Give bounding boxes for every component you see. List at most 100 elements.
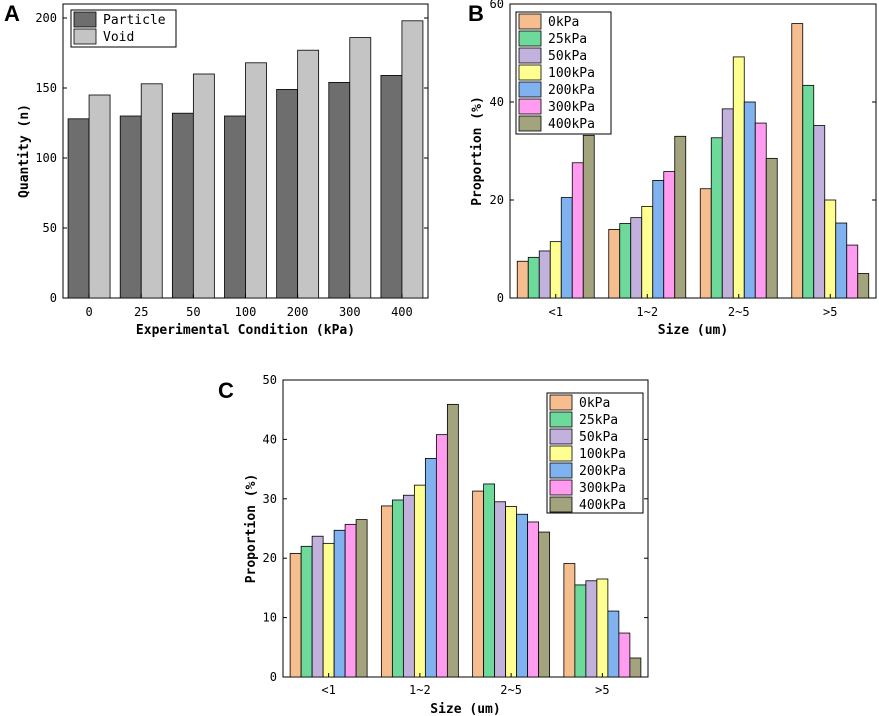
legend-label-void: Void xyxy=(103,30,134,45)
bar-300kpa-2 xyxy=(754,122,767,299)
bar-particle-3 xyxy=(224,115,246,299)
bar-50kpa-0 xyxy=(311,535,324,678)
bar-0kpa-0 xyxy=(289,553,302,678)
x-tick-label: 1~2 xyxy=(409,683,431,697)
bar-300kpa-3 xyxy=(846,244,859,299)
bar-200kpa-0 xyxy=(333,529,346,678)
x-tick-label: 2~5 xyxy=(728,305,750,319)
legend-swatch-200kpa xyxy=(518,81,542,98)
bar-0kpa-3 xyxy=(791,23,804,299)
bar-300kpa-1 xyxy=(663,171,676,299)
legend-swatch-25kpa xyxy=(518,30,542,47)
bar-400kpa-2 xyxy=(765,157,778,299)
x-tick-label: 100 xyxy=(235,305,257,319)
legend-label-25kpa: 25kPa xyxy=(579,413,618,428)
legend-swatch-0kpa xyxy=(518,13,542,30)
bar-void-5 xyxy=(349,37,372,299)
legend-box xyxy=(546,392,644,514)
bar-300kpa-0 xyxy=(571,162,584,299)
chart-c: 0 10 20 30 40 50 <1 1~2 2~5 >5 Size (um) Proportion… xyxy=(244,373,649,716)
x-tick-label: 300 xyxy=(339,305,361,319)
x-tick-label: <1 xyxy=(321,683,335,697)
legend-swatch-400kpa xyxy=(518,115,542,132)
y-tick-label: 150 xyxy=(35,81,57,95)
legend-swatch-100kpa xyxy=(518,64,542,81)
y-tick-label: 0 xyxy=(50,291,57,305)
bar-25kpa-2 xyxy=(483,483,496,678)
bar-200kpa-2 xyxy=(516,513,529,678)
x-axis-label: Experimental Condition (kPa) xyxy=(136,323,355,338)
bar-100kpa-1 xyxy=(641,205,654,299)
bar-0kpa-1 xyxy=(608,228,621,299)
bar-25kpa-1 xyxy=(619,223,632,299)
legend-label-0kpa: 0kPa xyxy=(548,15,579,30)
bar-100kpa-2 xyxy=(505,506,518,678)
bar-200kpa-1 xyxy=(424,458,437,678)
x-tick-label: 1~2 xyxy=(636,305,658,319)
bar-50kpa-3 xyxy=(585,580,598,678)
bar-25kpa-3 xyxy=(574,584,587,678)
bar-400kpa-3 xyxy=(629,657,642,678)
bar-void-0 xyxy=(88,94,111,299)
bar-100kpa-0 xyxy=(549,241,562,299)
x-tick-label: 25 xyxy=(134,305,148,319)
x-tick-label: >5 xyxy=(595,683,609,697)
legend-swatch-200kpa xyxy=(549,462,573,479)
bar-void-4 xyxy=(297,49,320,299)
legend-label-300kpa: 300kPa xyxy=(579,481,626,496)
plot-frame xyxy=(62,3,429,299)
panel-label-a: A xyxy=(4,1,20,26)
legend-label-200kpa: 200kPa xyxy=(548,83,595,98)
panel-label-b: B xyxy=(468,1,484,26)
x-tick-label: <1 xyxy=(549,305,563,319)
bar-200kpa-3 xyxy=(607,610,620,678)
x-tick-label: 50 xyxy=(186,305,200,319)
bar-50kpa-2 xyxy=(494,501,507,678)
plot-frame xyxy=(282,379,649,678)
bar-300kpa-3 xyxy=(618,632,631,678)
bar-particle-1 xyxy=(119,115,142,299)
legend-swatch-400kpa xyxy=(549,496,573,513)
bar-void-3 xyxy=(245,62,267,299)
x-tick-label: 2~5 xyxy=(500,683,522,697)
chart-a: 0 50 100 150 200 0 25 50 100 200 300 400 Experimenta… xyxy=(17,3,429,338)
bar-0kpa-2 xyxy=(472,490,485,678)
y-tick-label: 0 xyxy=(497,291,504,305)
bar-25kpa-0 xyxy=(300,545,313,678)
legend-label-particle: Particle xyxy=(103,13,166,28)
legend-label-0kpa: 0kPa xyxy=(579,396,610,411)
legend-swatch-particle xyxy=(73,11,97,28)
bar-400kpa-3 xyxy=(857,273,870,299)
x-axis-label: Size (um) xyxy=(430,702,500,716)
bar-400kpa-1 xyxy=(446,403,459,678)
y-tick-label: 20 xyxy=(490,193,504,207)
bar-particle-6 xyxy=(380,75,403,299)
bar-300kpa-2 xyxy=(527,521,540,678)
y-tick-label: 10 xyxy=(263,611,277,625)
bar-200kpa-0 xyxy=(560,197,573,299)
y-axis-label: Quantity (n) xyxy=(17,104,32,198)
x-tick-label: 200 xyxy=(287,305,309,319)
bar-25kpa-0 xyxy=(527,256,540,299)
y-tick-label: 50 xyxy=(263,373,277,387)
bar-50kpa-1 xyxy=(630,217,643,299)
bar-50kpa-1 xyxy=(402,494,415,678)
y-tick-label: 30 xyxy=(263,492,277,506)
bar-100kpa-3 xyxy=(824,199,837,299)
y-tick-label: 0 xyxy=(270,670,277,684)
bar-100kpa-1 xyxy=(413,484,426,678)
x-axis-label: Size (um) xyxy=(658,323,728,338)
bar-0kpa-3 xyxy=(563,563,576,678)
y-tick-label: 200 xyxy=(35,11,57,25)
legend-label-100kpa: 100kPa xyxy=(579,447,626,462)
bar-void-6 xyxy=(401,20,424,299)
legend-swatch-300kpa xyxy=(549,479,573,496)
legend-swatch-100kpa xyxy=(549,445,573,462)
panel-label-c: C xyxy=(218,378,234,403)
bar-25kpa-3 xyxy=(802,84,815,299)
legend-label-400kpa: 400kPa xyxy=(579,498,626,513)
y-axis-label: Proportion (%) xyxy=(244,474,259,584)
bar-0kpa-2 xyxy=(699,188,712,299)
bar-300kpa-1 xyxy=(435,434,448,678)
